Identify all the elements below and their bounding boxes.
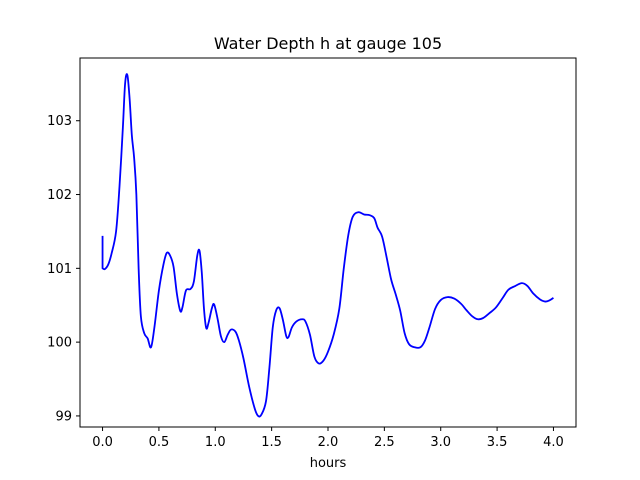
x-tick-label: 1.5 [261,435,282,450]
x-tick-label: 0.5 [149,435,170,450]
series-line-water-depth [101,73,554,418]
y-axis-ticks: 99 100 101 102 103 [47,114,80,424]
plot-area-frame [79,57,577,428]
y-tick-label: 100 [47,336,72,351]
x-tick-label: 3.5 [487,435,508,450]
y-tick-label: 102 [47,188,72,203]
x-axis-label: hours [310,456,347,471]
x-tick-label: 4.0 [543,435,564,450]
x-tick-label: 1.0 [205,435,226,450]
chart-title: Water Depth h at gauge 105 [214,34,442,53]
y-tick-label: 99 [55,409,72,424]
x-axis-ticks: 0.0 0.5 1.0 1.5 2.0 2.5 3.0 3.5 4.0 [92,427,564,450]
x-tick-label: 0.0 [92,435,113,450]
x-tick-label: 2.0 [318,435,339,450]
x-tick-label: 3.0 [430,435,451,450]
x-tick-label: 2.5 [374,435,395,450]
y-tick-label: 103 [47,114,72,129]
y-tick-label: 101 [47,262,72,277]
